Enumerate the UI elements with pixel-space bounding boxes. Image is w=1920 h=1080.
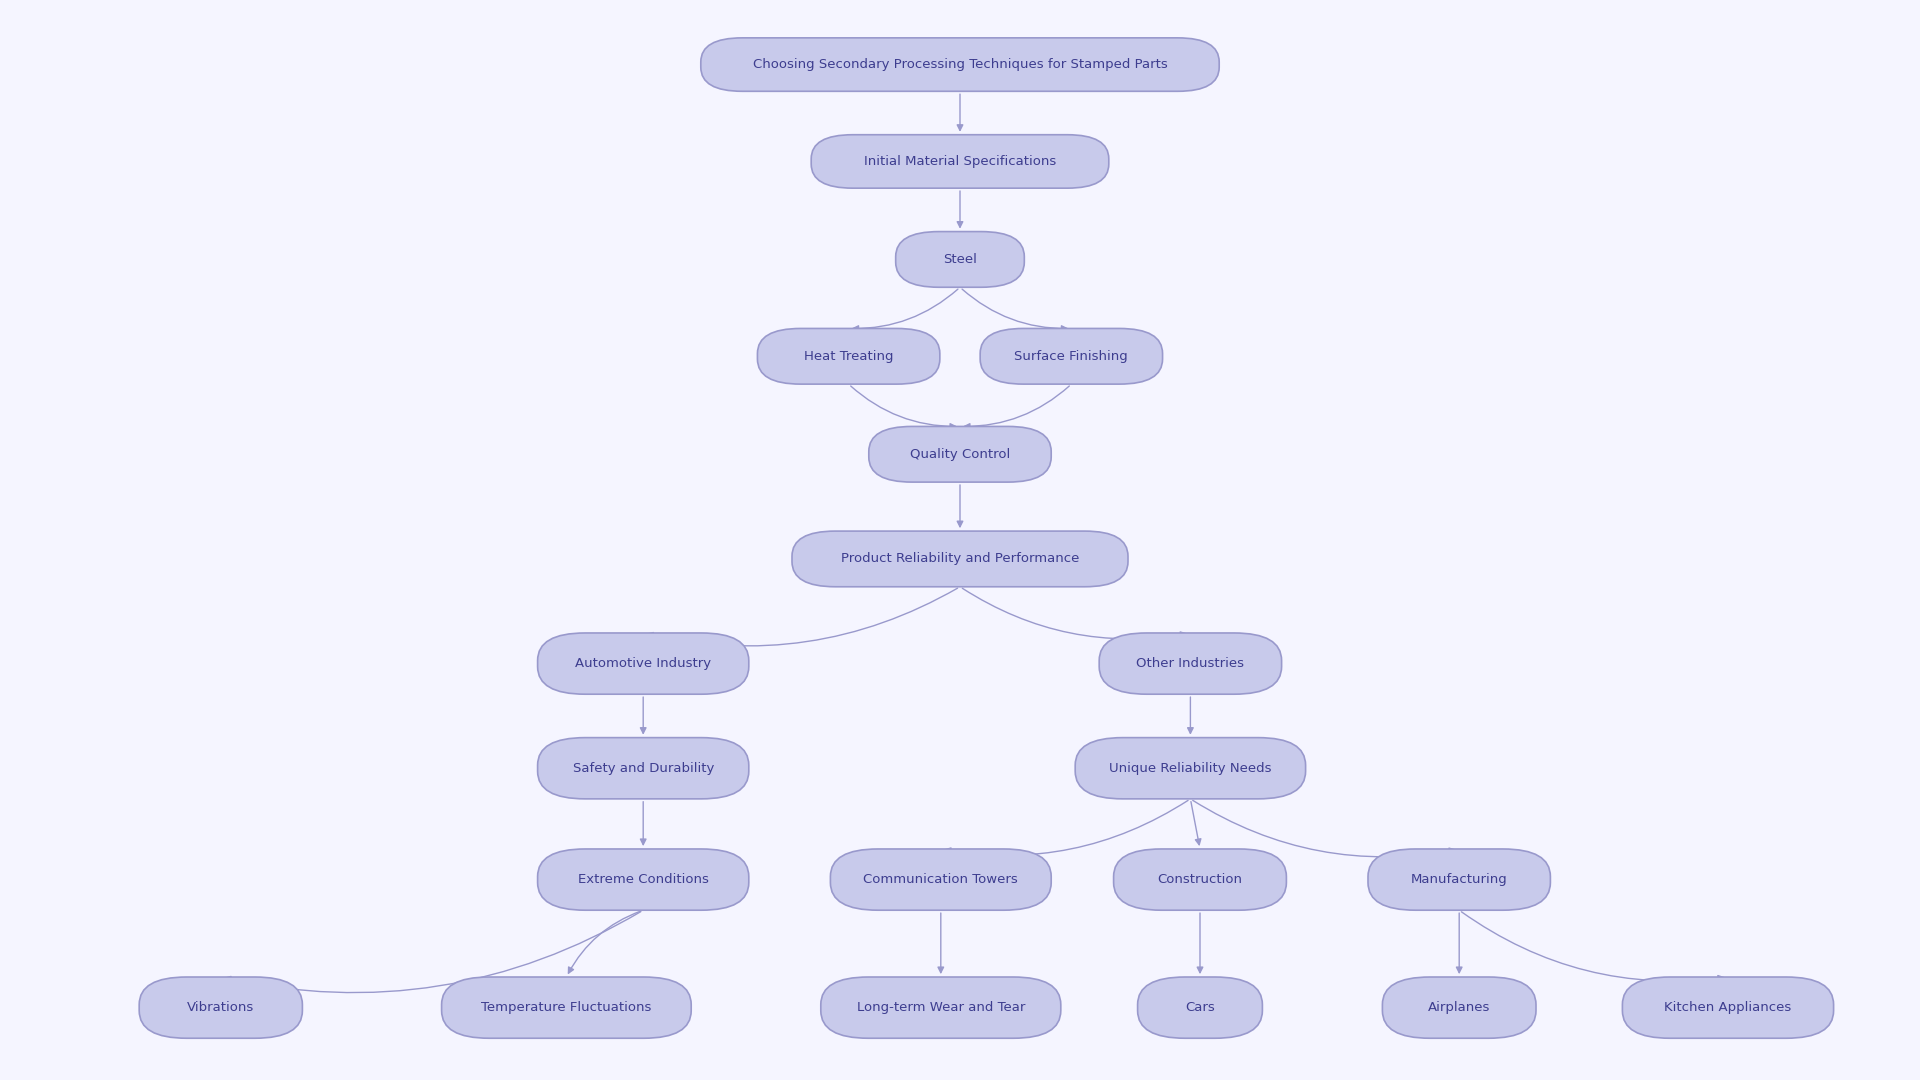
FancyBboxPatch shape <box>1098 633 1283 694</box>
FancyBboxPatch shape <box>140 977 303 1038</box>
FancyBboxPatch shape <box>829 849 1052 910</box>
FancyBboxPatch shape <box>810 135 1110 188</box>
Text: Vibrations: Vibrations <box>186 1001 255 1014</box>
Text: Surface Finishing: Surface Finishing <box>1014 350 1129 363</box>
FancyBboxPatch shape <box>442 977 691 1038</box>
FancyBboxPatch shape <box>1622 977 1834 1038</box>
FancyBboxPatch shape <box>895 231 1025 287</box>
Text: Safety and Durability: Safety and Durability <box>572 761 714 774</box>
Text: Steel: Steel <box>943 253 977 266</box>
FancyBboxPatch shape <box>868 427 1052 482</box>
FancyBboxPatch shape <box>538 849 749 910</box>
Text: Other Industries: Other Industries <box>1137 657 1244 670</box>
FancyBboxPatch shape <box>1382 977 1536 1038</box>
Text: Automotive Industry: Automotive Industry <box>576 657 710 670</box>
FancyBboxPatch shape <box>822 977 1060 1038</box>
Text: Kitchen Appliances: Kitchen Appliances <box>1665 1001 1791 1014</box>
FancyBboxPatch shape <box>701 38 1219 92</box>
Text: Heat Treating: Heat Treating <box>804 350 893 363</box>
FancyBboxPatch shape <box>1114 849 1286 910</box>
Text: Long-term Wear and Tear: Long-term Wear and Tear <box>856 1001 1025 1014</box>
FancyBboxPatch shape <box>1075 738 1306 799</box>
Text: Construction: Construction <box>1158 873 1242 886</box>
Text: Product Reliability and Performance: Product Reliability and Performance <box>841 553 1079 566</box>
Text: Quality Control: Quality Control <box>910 448 1010 461</box>
Text: Temperature Fluctuations: Temperature Fluctuations <box>482 1001 651 1014</box>
Text: Choosing Secondary Processing Techniques for Stamped Parts: Choosing Secondary Processing Techniques… <box>753 58 1167 71</box>
FancyBboxPatch shape <box>756 328 941 384</box>
Text: Initial Material Specifications: Initial Material Specifications <box>864 154 1056 168</box>
Text: Extreme Conditions: Extreme Conditions <box>578 873 708 886</box>
Text: Airplanes: Airplanes <box>1428 1001 1490 1014</box>
FancyBboxPatch shape <box>538 738 749 799</box>
Text: Communication Towers: Communication Towers <box>864 873 1018 886</box>
FancyBboxPatch shape <box>538 633 749 694</box>
FancyBboxPatch shape <box>1367 849 1551 910</box>
FancyBboxPatch shape <box>791 531 1127 586</box>
FancyBboxPatch shape <box>1137 977 1263 1038</box>
FancyBboxPatch shape <box>981 328 1164 384</box>
Text: Unique Reliability Needs: Unique Reliability Needs <box>1110 761 1271 774</box>
Text: Manufacturing: Manufacturing <box>1411 873 1507 886</box>
Text: Cars: Cars <box>1185 1001 1215 1014</box>
